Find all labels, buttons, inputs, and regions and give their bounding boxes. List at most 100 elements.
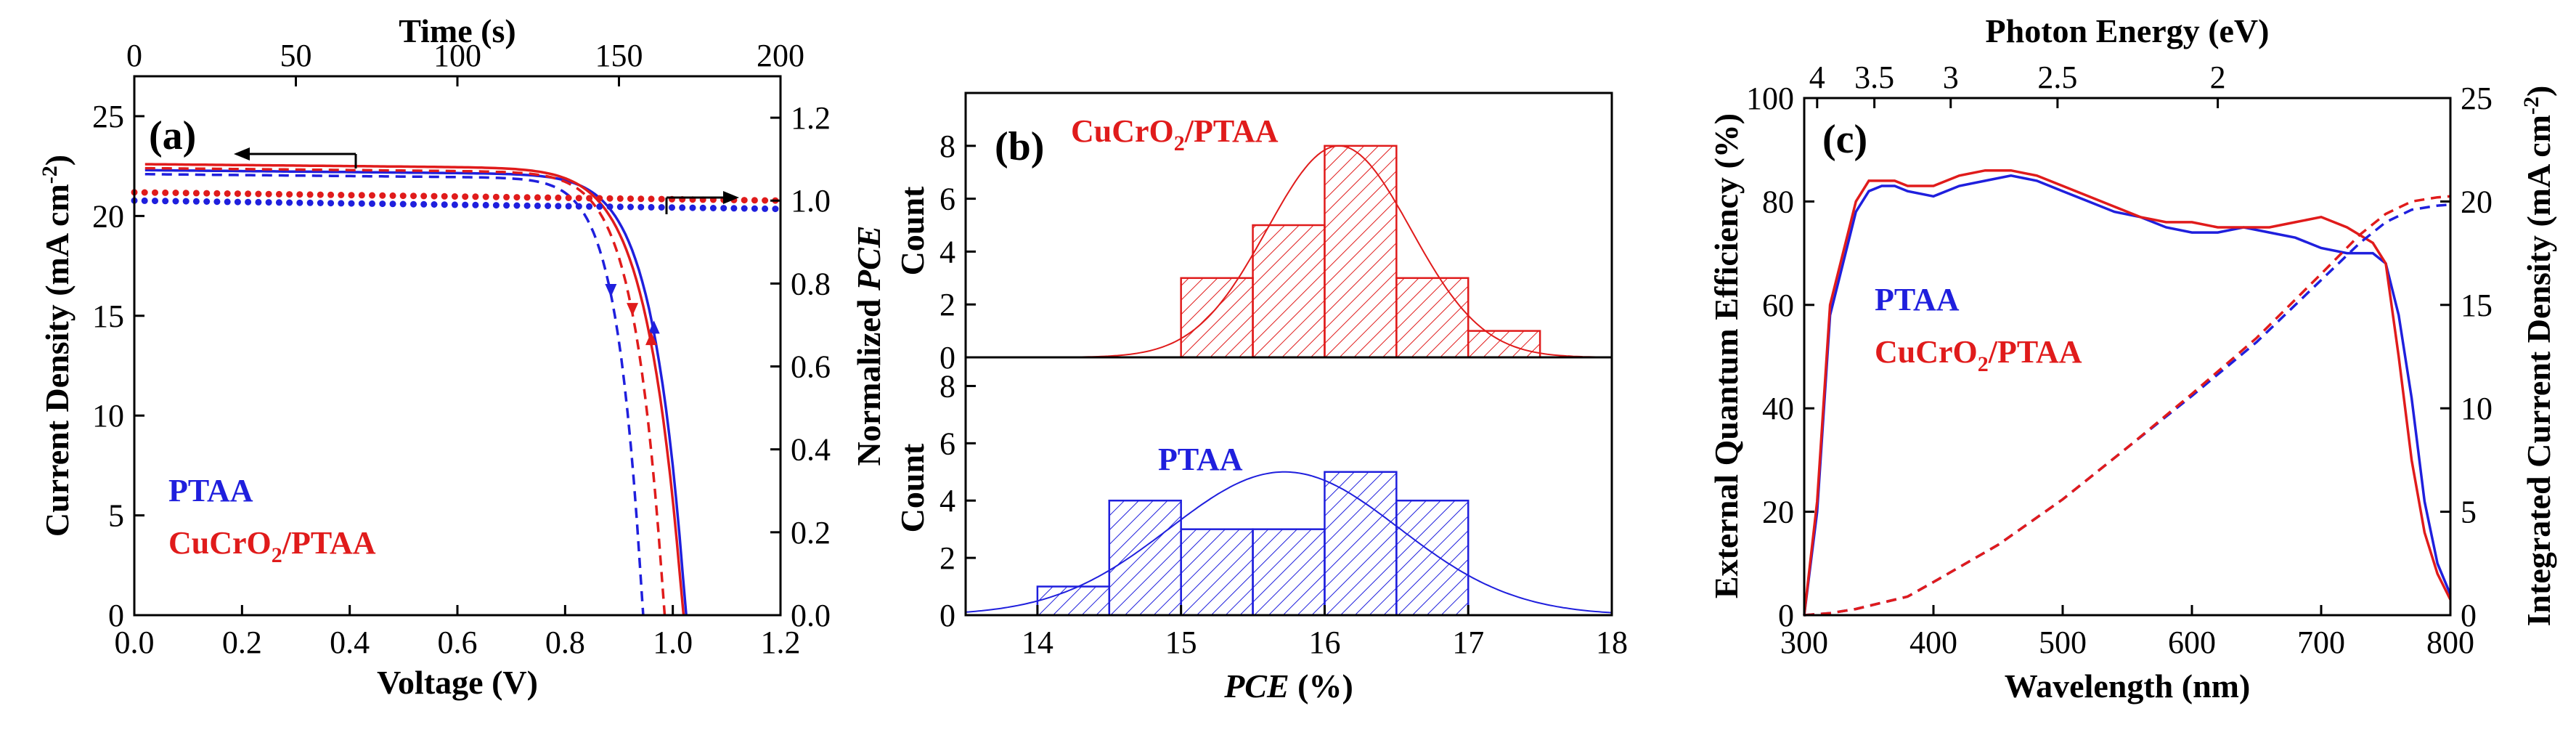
panel-a-stability-point-1 xyxy=(741,197,748,204)
panel-a-stability-point-1 xyxy=(399,192,407,200)
panel-a-stability-point-1 xyxy=(596,195,603,202)
panel-a-xtick-label: 0.0 xyxy=(115,625,155,660)
panel-a-stability-point-0 xyxy=(275,199,282,206)
panel-c-y2label: Integrated Current Density (mA cm-2) xyxy=(2519,86,2557,627)
panel-a-stability-point-1 xyxy=(306,191,314,198)
panel-a-stability-point-0 xyxy=(709,205,717,211)
panel-a-stability-point-0 xyxy=(172,198,179,205)
panel-a-stability-point-0 xyxy=(379,200,386,208)
panel-b-top-bar-1 xyxy=(1252,224,1326,359)
panel-a-legend-cucro2: CuCrO2/PTAA xyxy=(168,525,376,567)
panel-c-ylabel: External Quantum Efficiency (%) xyxy=(1708,113,1745,598)
panel-b-top-bar-4 xyxy=(1467,330,1541,359)
panel-b-top-ylabel: Count xyxy=(894,186,931,275)
panel-a-x2tick-label: 0 xyxy=(126,38,142,73)
panel-a-stability-point-1 xyxy=(265,190,272,198)
panel-a-left-arrow xyxy=(234,147,357,169)
panel-a-stability-point-0 xyxy=(669,204,675,211)
panel-a-stability-point-0 xyxy=(399,200,407,208)
panel-c: 300 400 500 600 700 8000204060801000510152025… xyxy=(1708,12,2557,705)
panel-a-stability-point-1 xyxy=(616,195,624,202)
panel-c-y2tick-label: 15 xyxy=(2461,288,2493,323)
panel-b-top-ytick-label: 4 xyxy=(939,234,955,269)
panel-a-x2tick-label: 150 xyxy=(595,38,643,73)
panel-a-stability-point-0 xyxy=(410,200,417,208)
panel-a-legend-ptaa: PTAA xyxy=(168,473,253,508)
panel-c-y2tick-label: 0 xyxy=(2461,598,2477,633)
panel-a-stability-point-1 xyxy=(462,193,469,200)
panel-a-stability-point-1 xyxy=(338,192,345,198)
panel-c-frame xyxy=(1803,97,2452,617)
panel-a-stability-point-0 xyxy=(358,200,365,207)
panel-a-y2tick-label: 1.0 xyxy=(791,183,831,219)
panel-c-ytick-label: 20 xyxy=(1762,495,1794,530)
panel-c-y2tick-label: 5 xyxy=(2461,495,2477,530)
panel-a-stability-point-1 xyxy=(255,190,262,198)
panel-b-bottom-bar-3 xyxy=(1252,528,1326,617)
panel-b-xlabel: PCE (%) xyxy=(1223,667,1353,705)
panel-a-stability-point-0 xyxy=(627,203,634,211)
panel-b-xtick-label: 15 xyxy=(1165,625,1197,660)
panel-b-label: (b) xyxy=(995,124,1044,169)
panel-a-stability-point-1 xyxy=(379,192,386,199)
panel-a-stability-point-0 xyxy=(348,200,355,207)
panel-a-scan-direction-marker-2 xyxy=(645,332,657,346)
panel-a-stability-point-0 xyxy=(565,203,572,210)
panel-a-stability-point-1 xyxy=(296,191,303,198)
panel-a-stability-point-0 xyxy=(338,200,345,207)
panel-a-stability-point-1 xyxy=(751,197,758,204)
panel-b-top-bar-0 xyxy=(1180,277,1254,359)
panel-a-stability-point-1 xyxy=(482,193,489,200)
panel-b-bottom-ytick-label: 2 xyxy=(939,540,955,576)
panel-b-bottom-ytick-label: 4 xyxy=(939,483,955,519)
panel-a-stability-point-0 xyxy=(689,204,696,211)
panel-a-stability-point-0 xyxy=(451,201,458,208)
panel-a-stability-point-0 xyxy=(306,199,314,206)
panel-b-bottom-ytick-label: 0 xyxy=(939,598,955,633)
panel-b-top-ytick-label: 0 xyxy=(939,340,955,375)
panel-a-y2label: Normalized PCE xyxy=(850,226,887,466)
panel-b-bottom-bar-5 xyxy=(1395,499,1470,617)
panel-a-scan-direction-marker-1 xyxy=(605,283,617,297)
panel-a-stability-point-1 xyxy=(162,189,169,196)
panel-b-xtick-label: 17 xyxy=(1452,625,1484,660)
panel-b-bottom-gaussian-fit xyxy=(965,471,1613,614)
panel-b-top-bar-2 xyxy=(1324,145,1398,359)
panel-a-stability-point-0 xyxy=(751,205,758,212)
panel-c-ytick-label: 40 xyxy=(1762,391,1794,426)
panel-a-jv-curve-2 xyxy=(144,163,685,616)
panel-a-stability-point-1 xyxy=(420,192,428,200)
panel-a-xtick-label: 0.4 xyxy=(330,625,370,660)
panel-a-scan-direction-marker-0 xyxy=(648,320,660,334)
panel-c-ytick-label: 100 xyxy=(1746,81,1794,116)
panel-a-stability-point-1 xyxy=(472,193,479,200)
panel-a-stability-point-0 xyxy=(286,199,293,206)
panel-c-integrated-curve-0 xyxy=(1803,203,2451,617)
panel-a-ytick-label: 15 xyxy=(92,299,124,334)
panel-a-stability-point-1 xyxy=(317,191,324,198)
panel-a-stability-point-0 xyxy=(762,205,769,212)
panel-a-stability-point-1 xyxy=(545,194,552,201)
panel-a-stability-point-0 xyxy=(616,203,624,211)
panel-a-stability-point-0 xyxy=(327,200,335,207)
panel-c-eqe-curve-1 xyxy=(1803,169,2452,616)
panel-b-xtick-label: 16 xyxy=(1308,625,1340,660)
panel-a-stability-point-1 xyxy=(358,192,365,199)
panel-c-xtick-label: 600 xyxy=(2168,625,2216,660)
panel-a-ytick-label: 5 xyxy=(108,498,124,534)
panel-a-stability-point-0 xyxy=(730,205,738,212)
panel-a-y2tick-label: 0.0 xyxy=(791,598,831,633)
panel-a-stability-point-1 xyxy=(141,189,148,196)
panel-a-stability-point-0 xyxy=(586,203,593,210)
panel-c-x2tick-label: 3.5 xyxy=(1854,60,1894,95)
panel-a-stability-point-1 xyxy=(327,191,335,198)
panel-a-stability-point-0 xyxy=(545,203,552,209)
panel-a-stability-point-1 xyxy=(389,192,396,199)
panel-a-stability-point-1 xyxy=(575,195,582,202)
panel-b-top-bar-3 xyxy=(1395,277,1470,359)
panel-a-stability-point-1 xyxy=(441,192,448,200)
panel-a-stability-point-1 xyxy=(648,195,655,203)
panel-a-stability-point-0 xyxy=(245,198,252,206)
panel-a-xtick-label: 1.0 xyxy=(653,625,693,660)
panel-a-stability-point-1 xyxy=(431,192,438,200)
